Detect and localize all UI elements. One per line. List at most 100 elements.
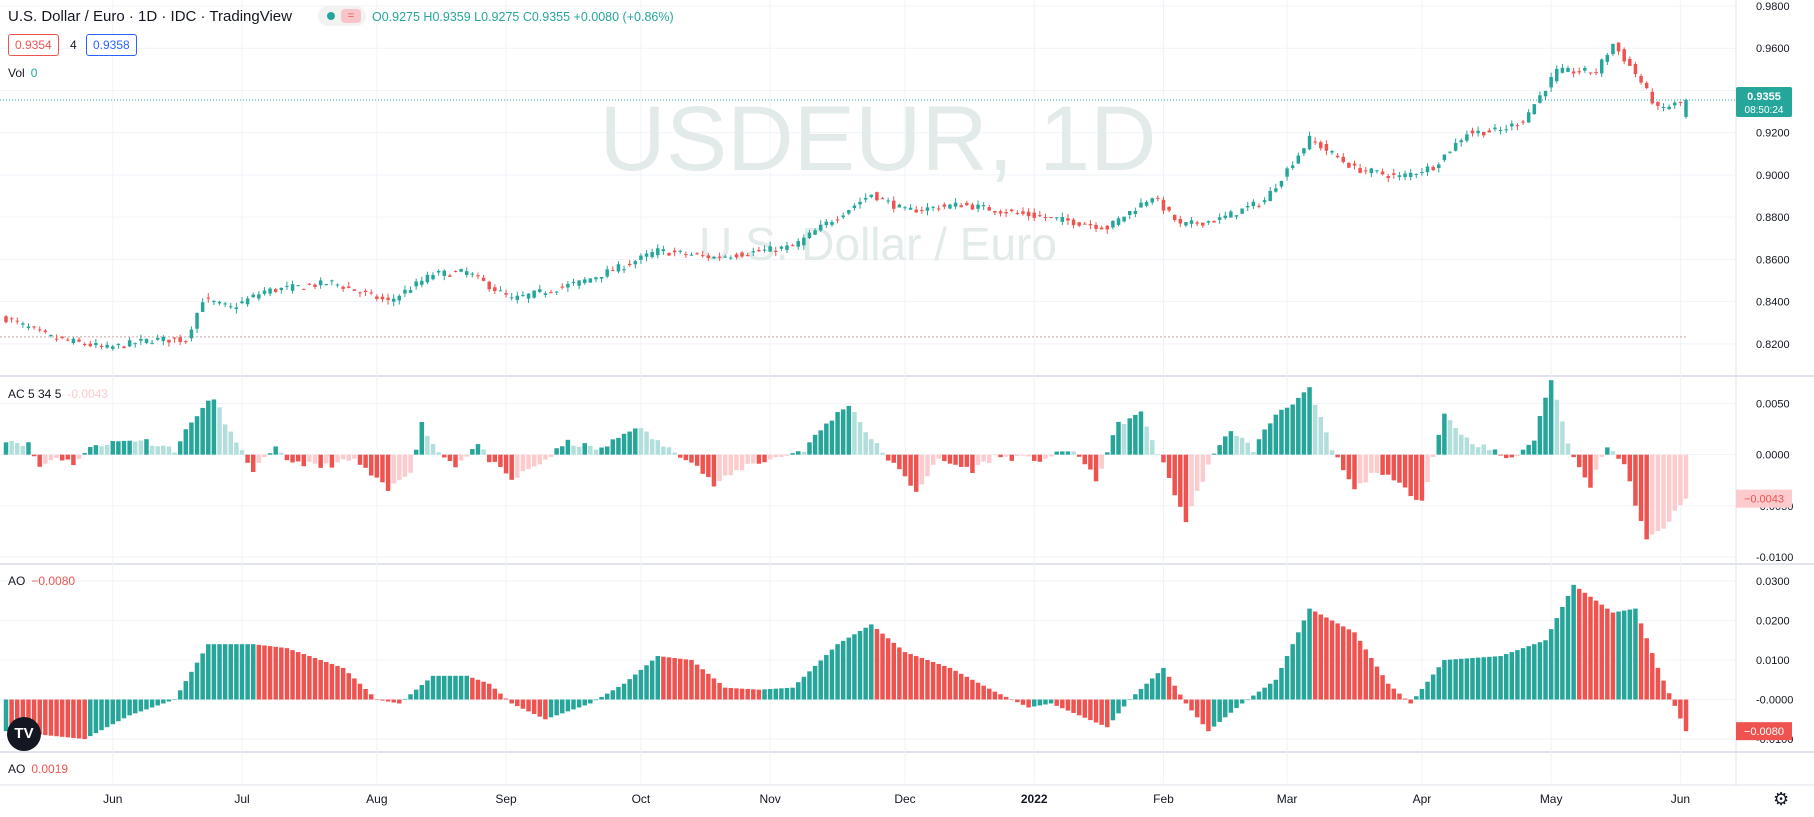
ac-bar (891, 454, 897, 463)
ac-bar (397, 454, 402, 481)
candle (380, 296, 385, 300)
ao-bar (1453, 659, 1458, 700)
market-status-pill[interactable]: = (318, 6, 366, 26)
ac-bar (627, 431, 632, 455)
ac-bar (172, 452, 177, 455)
ao-bar (1009, 699, 1014, 701)
ac-bar (1464, 437, 1470, 455)
ac-bar (1391, 454, 1397, 481)
ac-bar (430, 443, 436, 455)
time-axis-label: May (1540, 792, 1563, 806)
candle (1678, 101, 1683, 103)
ao-bar (1110, 699, 1116, 721)
ao-bar (1610, 612, 1616, 700)
candle (644, 253, 649, 257)
ao-bar (571, 699, 576, 710)
time-axis-label: Nov (759, 792, 780, 806)
ac-bar (913, 454, 919, 492)
ac-bar (59, 454, 65, 461)
ac-bar (1149, 440, 1155, 455)
ac-bar (1397, 454, 1402, 483)
ac-legend[interactable]: AC 5 34 5 -0.0043 (8, 387, 108, 401)
ac-bar (1492, 449, 1498, 455)
ao-bar (430, 675, 436, 700)
ohlc-readout: O0.9275 H0.9359 L0.9275 C0.9355 +0.0080 … (372, 10, 674, 24)
ac-bar (1593, 454, 1599, 470)
ao-bar (385, 699, 391, 702)
ac-bar (515, 454, 520, 478)
candle (1099, 227, 1104, 230)
candle (470, 273, 475, 275)
ac-bar (1009, 454, 1014, 461)
ao-legend[interactable]: AO −0.0080 (8, 574, 75, 588)
candle (521, 295, 525, 297)
ao-bar (295, 652, 301, 700)
ao-bar (48, 699, 54, 736)
candle (1139, 202, 1143, 208)
candle (1083, 223, 1087, 225)
ac-bar (1110, 435, 1116, 455)
ac-bar (475, 444, 481, 455)
vol-legend[interactable]: Vol 0 (8, 66, 37, 80)
ao-bar (82, 699, 87, 740)
ao-bar (1178, 694, 1183, 700)
candle (802, 237, 806, 246)
candle (852, 205, 857, 209)
ao-bar (1296, 632, 1301, 700)
ao-bar (329, 663, 335, 700)
ao-bar (1015, 699, 1020, 703)
ac-bar (998, 454, 1003, 458)
tradingview-logo-icon[interactable]: TV (7, 717, 41, 751)
ao-bar (1341, 626, 1346, 700)
candle (1021, 211, 1025, 214)
vol-value: 0 (30, 66, 38, 80)
ao-bar (1599, 604, 1604, 700)
ao-tick-label: -0.0000 (1756, 695, 1793, 707)
ao-bar (560, 699, 565, 714)
price-tick-label: 0.9600 (1756, 43, 1790, 55)
bid-price-box[interactable]: 0.9354 (8, 34, 59, 56)
ac-bar (1588, 454, 1593, 488)
ac-bar (245, 454, 250, 463)
ac-bar (144, 439, 149, 455)
candle (1481, 131, 1486, 136)
candle (200, 302, 205, 312)
ac-bar (1543, 397, 1548, 455)
ao-bar (543, 699, 548, 720)
gear-icon[interactable]: ⚙ (1773, 789, 1790, 809)
ac-bar (582, 443, 587, 455)
ao-bar (475, 679, 481, 700)
ac-bar (1661, 454, 1666, 529)
candle (223, 303, 227, 305)
ao-bar (1683, 699, 1689, 732)
ac-bar (633, 428, 638, 455)
ac-bar (1223, 436, 1228, 455)
ao-bar (245, 644, 250, 700)
candle (1347, 162, 1351, 168)
ac-bar (1138, 411, 1144, 455)
candle (948, 204, 952, 209)
candle (869, 194, 874, 197)
ao-bar (784, 687, 790, 700)
ao-bar (958, 673, 964, 700)
ao2-legend[interactable]: AO 0.0019 (8, 762, 68, 776)
ask-price-box[interactable]: 0.9358 (86, 34, 137, 56)
ac-bar (1678, 454, 1683, 506)
ac-bar (1301, 392, 1307, 455)
ao-value-tag (1736, 722, 1792, 741)
ao-bar (1470, 658, 1475, 700)
ac-bar (1312, 404, 1318, 455)
ao-bar (312, 658, 318, 700)
ao-bar (1144, 683, 1149, 700)
candle (302, 288, 306, 290)
ao-bar (397, 699, 402, 704)
ac-bar (964, 454, 970, 467)
ao-bar (902, 652, 908, 700)
ac-bar (717, 454, 722, 482)
candle (330, 280, 334, 282)
ac-bar (649, 439, 655, 455)
ao-bar (1548, 629, 1554, 700)
ac-bar (1363, 454, 1368, 483)
ao-bar (1627, 609, 1633, 700)
